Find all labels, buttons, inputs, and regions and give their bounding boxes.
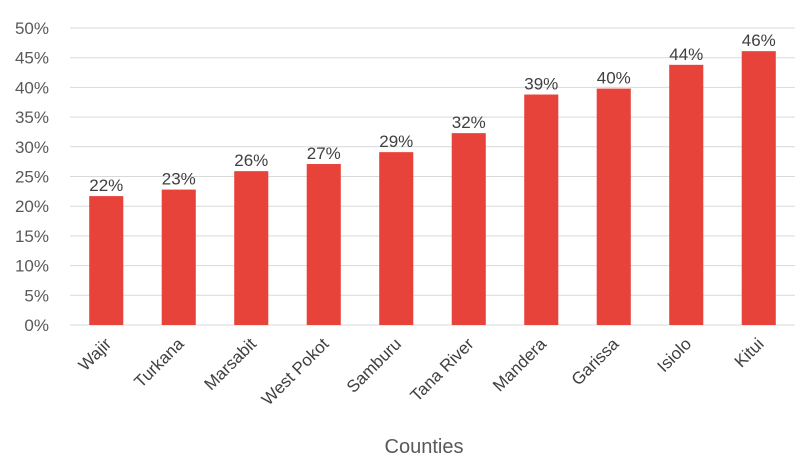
y-tick-label: 0%	[24, 316, 49, 335]
y-tick-label: 40%	[15, 78, 49, 97]
category-label: Isiolo	[654, 334, 695, 375]
x-axis-title: Counties	[385, 436, 464, 458]
bars	[89, 51, 776, 325]
data-label: 44%	[669, 45, 703, 64]
category-label: Turkana	[130, 334, 187, 391]
category-label: Marsabit	[201, 334, 261, 394]
y-tick-label: 35%	[15, 108, 49, 127]
bar	[306, 164, 341, 325]
bar	[89, 196, 124, 325]
data-label: 29%	[379, 132, 413, 151]
data-label: 22%	[89, 176, 123, 195]
category-label: Wajir	[75, 334, 116, 375]
y-axis-tick-labels: 0% 5% 10% 15% 20% 25% 30% 35% 40% 45% 50%	[15, 19, 49, 335]
bar	[669, 64, 704, 325]
y-tick-label: 45%	[15, 49, 49, 68]
data-labels: 22% 23% 26% 27% 29% 32% 39% 40% 44% 46%	[89, 31, 776, 195]
data-label: 23%	[162, 170, 196, 189]
y-tick-label: 5%	[24, 286, 49, 305]
y-tick-label: 30%	[15, 138, 49, 157]
bar	[234, 171, 269, 325]
bar	[741, 51, 776, 325]
y-tick-label: 20%	[15, 197, 49, 216]
category-label: Mandera	[489, 334, 550, 395]
y-tick-label: 25%	[15, 168, 49, 187]
data-label: 26%	[234, 151, 268, 170]
bar	[524, 94, 559, 325]
y-tick-label: 50%	[15, 19, 49, 38]
data-label: 32%	[452, 113, 486, 132]
data-label: 46%	[742, 31, 776, 50]
category-label: Garissa	[568, 334, 623, 389]
bar	[451, 133, 486, 325]
data-label: 27%	[307, 144, 341, 163]
bar	[161, 189, 196, 325]
y-tick-label: 10%	[15, 257, 49, 276]
category-label: Tana River	[407, 334, 478, 405]
bar	[379, 152, 414, 325]
data-label: 39%	[524, 75, 558, 94]
category-label: Samburu	[343, 334, 405, 396]
y-tick-label: 15%	[15, 227, 49, 246]
data-label: 40%	[597, 69, 631, 88]
category-label: Kitui	[731, 334, 768, 371]
bar	[596, 88, 631, 325]
category-label: West Pokot	[258, 334, 333, 409]
